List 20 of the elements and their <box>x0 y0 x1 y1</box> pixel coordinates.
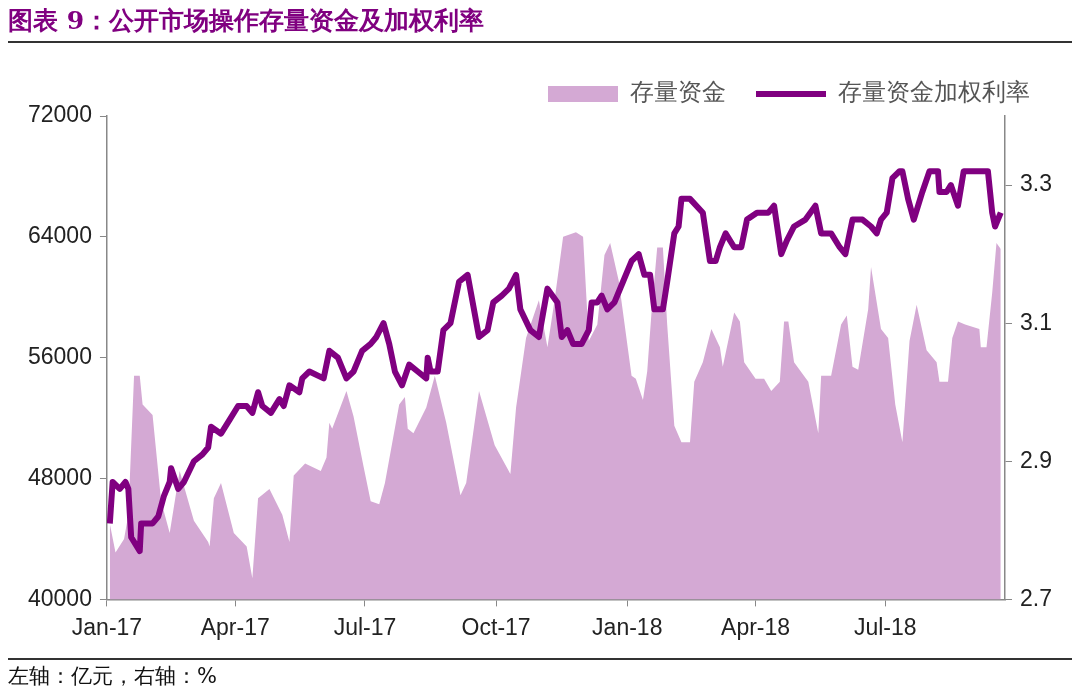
x-tick-label: Oct-17 <box>461 613 531 640</box>
y2-tick-label: 2.9 <box>1020 446 1053 473</box>
chart-title: 图表 9：公开市场操作存量资金及加权利率 <box>8 4 1072 43</box>
y2-tick-label: 3.1 <box>1020 308 1053 335</box>
y-tick-label: 56000 <box>27 343 92 370</box>
text: 左轴：亿元，右轴：% <box>8 658 1072 690</box>
x-tick-label: Jan-18 <box>592 613 663 640</box>
x-tick-label: Jul-18 <box>853 613 917 640</box>
x-tick-label: Jan-17 <box>71 613 143 640</box>
y-tick-label: 64000 <box>27 222 92 249</box>
x-tick-label: Apr-17 <box>200 613 270 640</box>
y2-tick-label: 3.3 <box>1020 170 1053 197</box>
x-tick-label: Apr-18 <box>721 613 791 640</box>
legend-label: 存量资金 <box>630 78 726 107</box>
y-tick-label: 72000 <box>27 101 92 128</box>
y-tick-label: 40000 <box>27 584 92 611</box>
y-tick-label: 48000 <box>27 463 92 490</box>
legend-label: 存量资金加权利率 <box>838 78 1030 107</box>
x-tick-label: Jul-17 <box>333 613 397 640</box>
y2-tick-label: 2.7 <box>1020 584 1053 611</box>
